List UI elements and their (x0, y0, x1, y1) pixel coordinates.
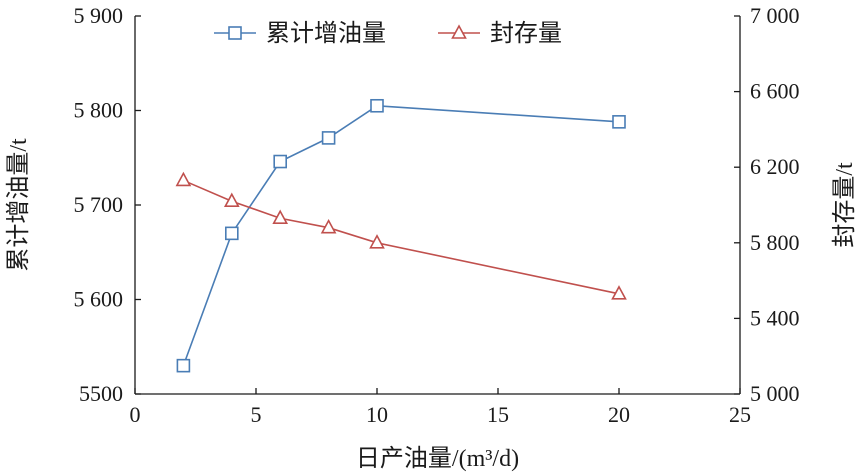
series-line (182, 104, 620, 366)
series-line (183, 179, 620, 295)
y-tick-label: 5 900 (74, 3, 124, 28)
y2-tick-label: 6 600 (750, 79, 800, 104)
legend-item: 封存量 (438, 20, 562, 47)
data-point (176, 358, 191, 373)
data-point (370, 98, 384, 113)
legend-marker (228, 26, 242, 40)
y2-axis-title: 封存量/t (831, 162, 858, 248)
data-point (223, 192, 240, 208)
legend: 累计增油量 封存量 (214, 20, 562, 47)
legend-label: 累计增油量 (266, 20, 386, 47)
data-point (320, 219, 337, 234)
data-point (321, 131, 336, 145)
data-point (175, 171, 192, 187)
x-tick-label: 10 (366, 402, 388, 427)
y-tick-label: 5 700 (74, 192, 124, 217)
series-storage (175, 171, 627, 300)
axes: 0 5 10 15 20 25 5500 5 600 5 700 5 800 5 900 5 000 5… (74, 3, 800, 427)
x-tick-label: 5 (251, 402, 262, 427)
series-layer (175, 98, 627, 373)
x-tick-label: 0 (130, 402, 141, 427)
data-point (225, 226, 239, 241)
y-tick-label: 5 600 (74, 287, 124, 312)
y2-tick-label: 7 000 (750, 3, 800, 28)
data-point (611, 285, 627, 300)
x-tick-label: 20 (608, 402, 630, 427)
data-point (272, 209, 289, 225)
data-point (612, 115, 626, 129)
y2-tick-label: 5 800 (750, 230, 800, 255)
y2-tick-label: 6 200 (750, 154, 800, 179)
data-point (273, 154, 288, 169)
legend-item: 累计增油量 (214, 20, 386, 47)
legend-label: 封存量 (490, 20, 562, 47)
y-tick-label: 5 800 (74, 98, 124, 123)
series-cumulative-oil (176, 98, 626, 373)
x-tick-label: 25 (729, 402, 751, 427)
y2-tick-label: 5 400 (750, 305, 800, 330)
legend-marker (451, 24, 467, 39)
y-tick-label: 5500 (79, 381, 123, 406)
y2-tick-label: 5 000 (750, 381, 800, 406)
x-tick-label: 15 (487, 402, 509, 427)
y-axis-title: 累计增油量/t (5, 138, 32, 272)
data-point (369, 234, 385, 249)
x-axis-title: 日产油量/(m³/d) (356, 445, 519, 472)
